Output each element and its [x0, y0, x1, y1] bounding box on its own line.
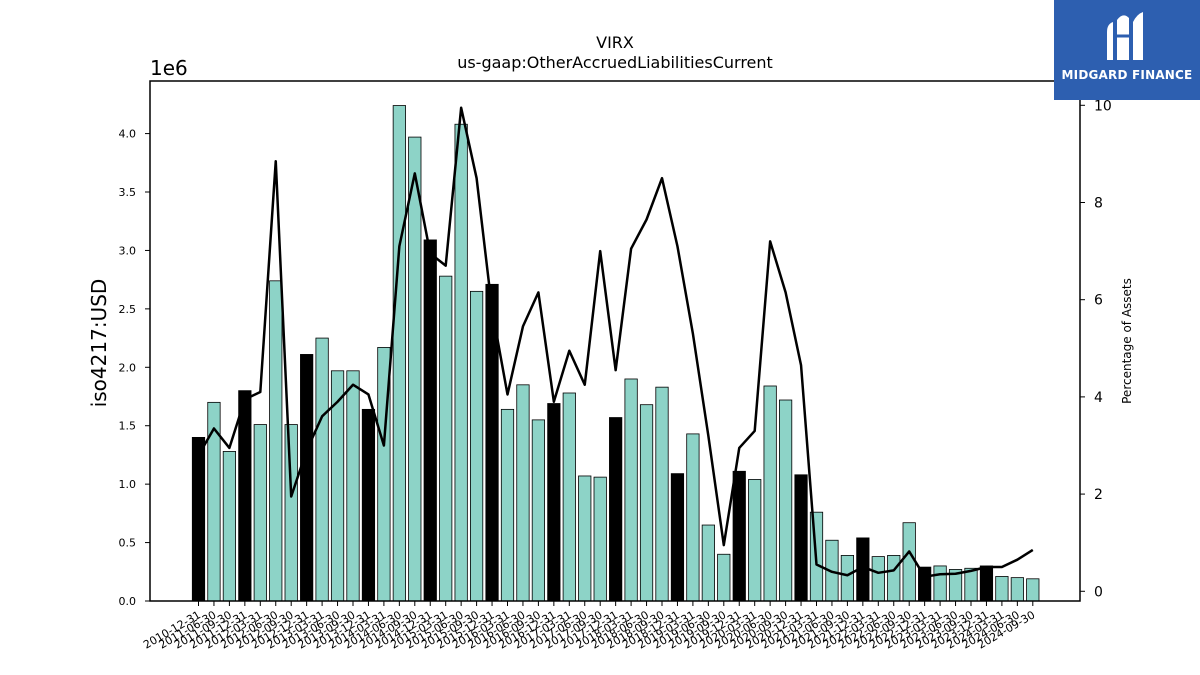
bar-2013-06-30 [346, 370, 360, 602]
bar-2020-06-30 [779, 399, 793, 602]
bar-2014-03-31 [392, 105, 406, 602]
bar-2023-06-30 [964, 567, 978, 602]
bar-2012-12-31 [315, 337, 329, 602]
bar-2013-09-30 [361, 408, 376, 602]
brand-logo: MIDGARD FINANCE [1054, 0, 1200, 100]
bar-2024-03-31 [1010, 577, 1024, 602]
y-tick-label: 2.0 [119, 361, 137, 374]
y2-tick-label: 8 [1094, 195, 1103, 211]
bar-2018-03-31 [639, 404, 654, 602]
bar-2011-06-30 [222, 451, 236, 602]
y-tick-label: 4.0 [119, 128, 137, 141]
bar-2016-03-31 [516, 384, 530, 602]
bar-2022-09-30 [918, 566, 932, 602]
bar-2014-09-30 [423, 239, 437, 602]
y-tick-label: 2.5 [119, 303, 137, 316]
logo-text: MIDGARD FINANCE [1061, 68, 1193, 82]
bar-2016-09-30 [547, 403, 561, 602]
y-axis: 0.0 0.5 1.0 1.5 2.0 2.5 3.0 3.5 4.0 [119, 128, 150, 608]
bar-2022-12-31 [933, 565, 947, 602]
y2-tick-label: 2 [1094, 487, 1103, 503]
bar-2021-12-31 [871, 556, 885, 602]
bar-2015-06-30 [469, 290, 484, 602]
bars-group [191, 105, 1040, 602]
bar-2021-06-30 [840, 555, 855, 602]
bar-2015-03-31 [454, 123, 468, 602]
percentage-line [197, 106, 1034, 578]
bar-2017-09-30 [609, 417, 623, 602]
bar-2011-12-31 [253, 424, 267, 602]
bar-2018-12-31 [686, 433, 700, 602]
y-offset-label: 1e6 [150, 56, 188, 80]
y-tick-label: 0.0 [119, 595, 137, 608]
bar-2022-03-31 [887, 555, 901, 602]
bar-2016-06-30 [531, 419, 546, 602]
logo-mark-icon [1107, 12, 1143, 60]
bar-2023-09-30 [979, 565, 994, 602]
y2-axis: 0 2 4 6 8 10 [1080, 98, 1112, 600]
y-tick-label: 3.0 [119, 244, 137, 257]
bar-2020-03-31 [763, 385, 777, 602]
bar-2020-09-30 [794, 474, 808, 602]
plot-frame [149, 80, 1081, 602]
bar-2014-12-31 [439, 275, 453, 602]
y-tick-label: 3.5 [119, 186, 137, 199]
bar-2019-09-30 [732, 470, 746, 602]
y2-axis-label: Percentage of Assets [1120, 278, 1134, 404]
bar-2012-09-30 [300, 354, 314, 602]
bar-2014-06-30 [408, 136, 422, 602]
chart-title: VIRX [596, 33, 634, 52]
bar-2016-12-31 [562, 392, 576, 602]
line-group [197, 106, 1034, 578]
bar-2019-03-31 [701, 524, 715, 602]
bar-2017-03-31 [578, 475, 592, 602]
bar-2017-12-31 [624, 378, 638, 602]
bar-2019-12-31 [748, 479, 762, 602]
bar-2018-09-30 [670, 473, 685, 602]
bar-2017-06-30 [593, 476, 607, 602]
bar-2011-09-30 [238, 390, 252, 602]
x-axis: 2010-12-312011-06-302011-09-302011-12-31… [141, 601, 1037, 652]
y-axis-label: iso4217:USD [87, 279, 111, 408]
bar-2018-06-30 [655, 386, 669, 602]
bar-2019-06-30 [717, 553, 731, 602]
chart-subtitle: us-gaap:OtherAccruedLiabilitiesCurrent [457, 53, 773, 72]
bar-2022-06-30 [902, 522, 916, 602]
bar-2015-12-31 [500, 408, 515, 602]
bar-2023-12-31 [995, 576, 1009, 602]
bar-2010-12-31 [191, 436, 206, 602]
y2-tick-label: 10 [1094, 98, 1112, 114]
bar-2024-06-30 [1026, 578, 1040, 602]
y-tick-label: 1.5 [119, 420, 137, 433]
y2-tick-label: 6 [1094, 293, 1103, 309]
y2-tick-label: 0 [1094, 584, 1103, 600]
bar-2012-03-31 [269, 280, 283, 602]
y-tick-label: 1.0 [119, 478, 137, 491]
bar-2012-06-30 [284, 424, 298, 602]
y2-tick-label: 4 [1094, 390, 1103, 406]
y-tick-label: 0.5 [119, 537, 137, 550]
